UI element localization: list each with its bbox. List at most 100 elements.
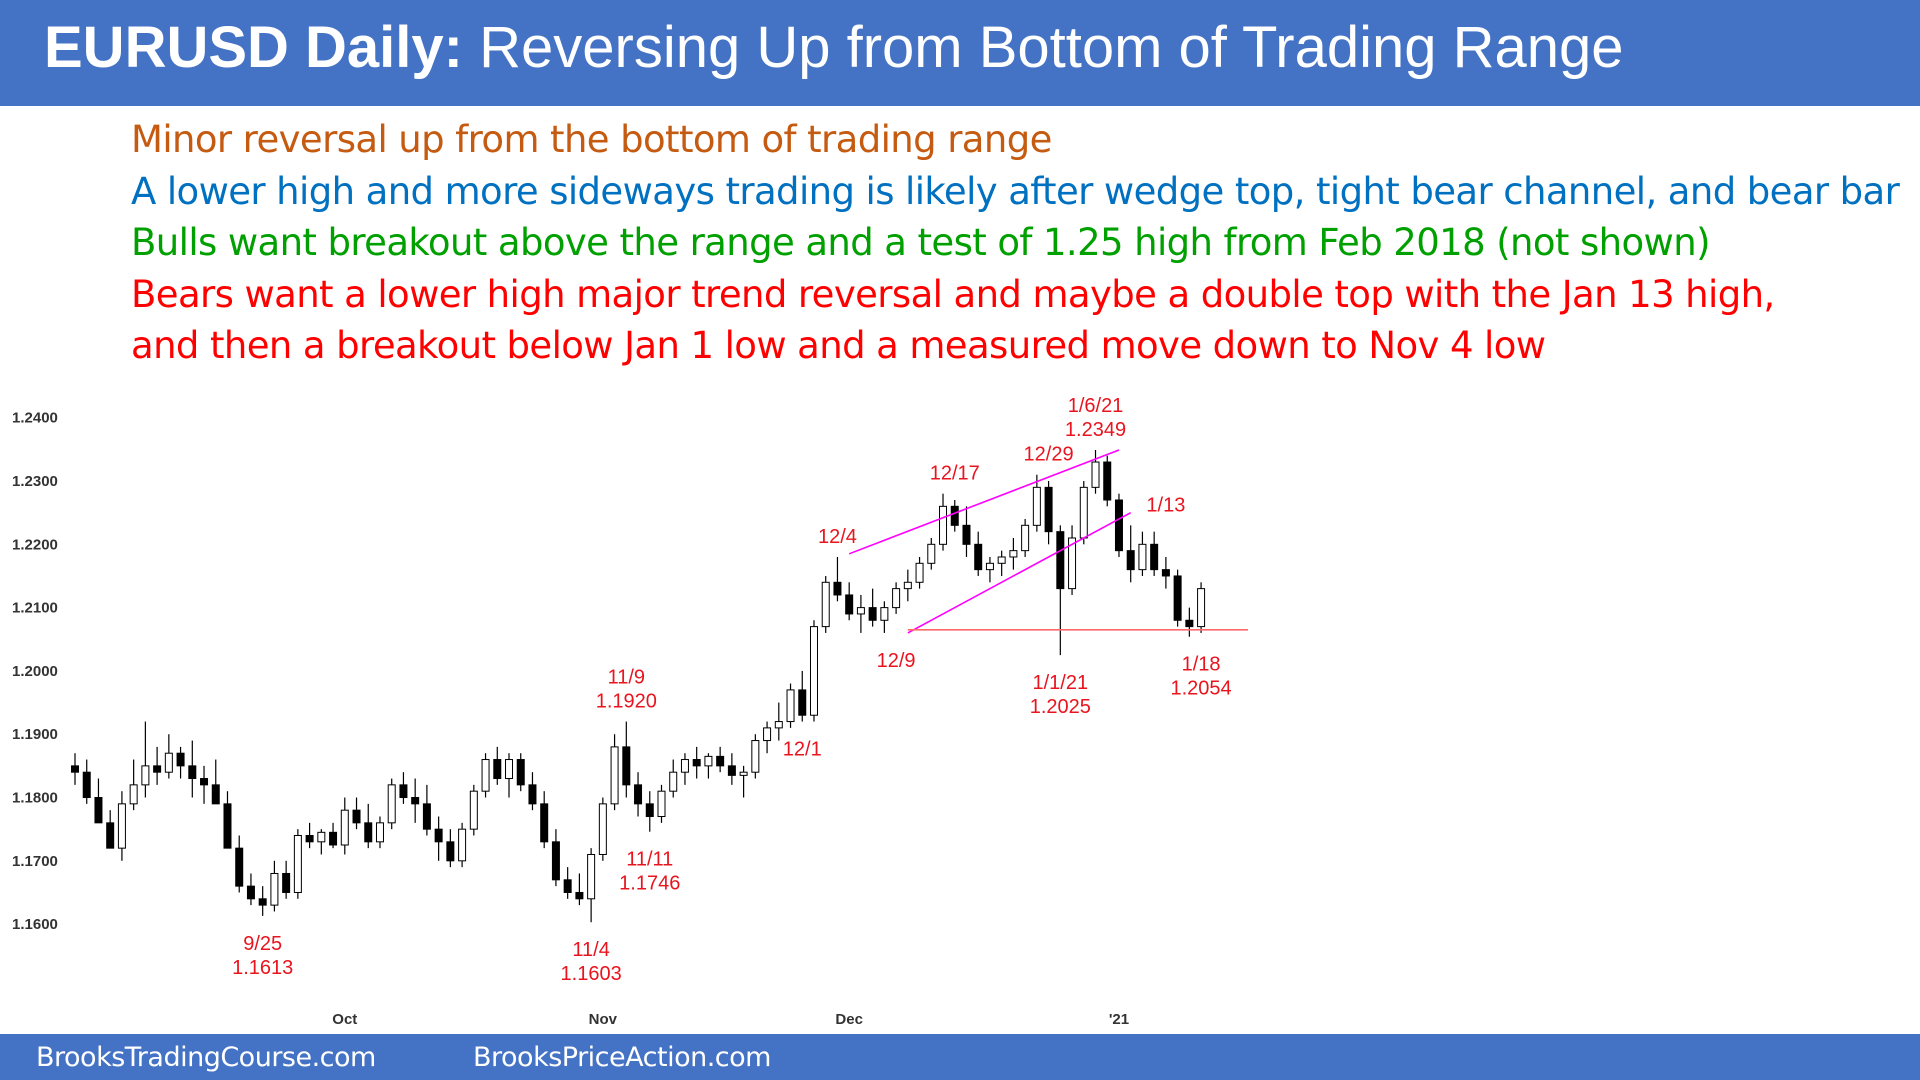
candle: [317, 829, 326, 855]
candle-body: [422, 803, 431, 830]
candle-body: [246, 885, 255, 900]
x-tick-label: Oct: [332, 1011, 357, 1028]
candle: [434, 816, 443, 861]
candle: [610, 734, 619, 811]
y-tick-label: 1.1900: [12, 726, 58, 743]
candle-body: [352, 809, 361, 824]
candle-body: [598, 803, 607, 855]
x-tick-label: '21: [1109, 1011, 1129, 1028]
candle: [985, 556, 994, 583]
candle-body: [387, 784, 396, 824]
candle-body: [329, 831, 338, 846]
candle-body: [962, 524, 971, 545]
candle: [786, 683, 795, 728]
candle: [845, 582, 854, 621]
candle-body: [1103, 461, 1112, 501]
candle: [411, 778, 420, 823]
candle-body: [634, 784, 643, 805]
candle: [235, 835, 244, 893]
annotation-label: 12/4: [818, 526, 857, 548]
candle-body: [375, 822, 384, 843]
comment-line-5: and then a breakout below Jan 1 low and …: [131, 324, 1546, 367]
annotation-label: 1.1603: [561, 963, 622, 985]
candle: [657, 784, 666, 823]
candle: [516, 753, 525, 792]
candle: [974, 531, 983, 576]
candle: [176, 746, 185, 779]
candle: [962, 506, 971, 557]
candle-body: [739, 771, 748, 776]
candle-body: [1091, 461, 1100, 488]
candle-body: [1185, 619, 1194, 628]
annotation-label: 1/18: [1182, 654, 1221, 676]
candle-body: [575, 891, 584, 900]
candle-body: [153, 765, 162, 773]
candle-body: [751, 740, 760, 773]
candle-body: [680, 759, 689, 773]
candle-body: [317, 831, 326, 843]
candle-body: [927, 543, 936, 564]
candle: [446, 829, 455, 868]
candle: [117, 791, 126, 861]
candle-body: [1044, 486, 1053, 533]
candle-body: [763, 727, 772, 742]
candle-body: [1114, 499, 1123, 552]
comment-line-3: Bulls want breakout above the range and …: [131, 221, 1711, 264]
candle: [669, 759, 678, 798]
candle: [1150, 531, 1159, 576]
candle-body: [704, 755, 713, 767]
candle-body: [1126, 550, 1135, 571]
trendline: [907, 511, 1132, 634]
annotation-label: 1/6/21: [1068, 395, 1124, 417]
candle: [833, 556, 842, 602]
candle-body: [903, 581, 912, 590]
candle-body: [915, 562, 924, 583]
candle: [598, 797, 607, 861]
candle-body: [1161, 569, 1170, 577]
candle: [505, 753, 514, 798]
candle: [94, 778, 103, 824]
candle: [293, 829, 302, 899]
candle-body: [469, 790, 478, 830]
candle: [939, 493, 948, 551]
page-title: EURUSD Daily: Reversing Up from Bottom o…: [44, 14, 1624, 81]
x-axis: Oct Nov Dec '21: [332, 1011, 1129, 1028]
candle: [821, 575, 830, 633]
annotation-label: 9/25: [243, 933, 282, 955]
candle: [704, 753, 713, 779]
candle: [892, 582, 901, 614]
candle-body: [211, 784, 220, 805]
candle: [1114, 493, 1123, 557]
candle-body: [493, 759, 502, 780]
candle: [340, 797, 349, 855]
candle: [364, 803, 373, 849]
candle-body: [235, 847, 244, 887]
trendlines: [848, 449, 1248, 634]
candle-body: [141, 765, 150, 786]
candle: [481, 753, 490, 798]
candle: [164, 734, 173, 779]
candle: [1021, 518, 1030, 557]
candle: [1032, 474, 1041, 532]
candle-body: [1138, 543, 1147, 571]
candle-body: [516, 759, 525, 786]
candle-body: [188, 765, 197, 780]
footer-link-price-action[interactable]: BrooksPriceAction.com: [473, 1042, 771, 1073]
footer-link-trading-course[interactable]: BrooksTradingCourse.com: [36, 1042, 376, 1073]
annotation-label: 1.2025: [1030, 696, 1091, 718]
candle: [1138, 531, 1147, 576]
candle-body: [821, 581, 830, 628]
candle: [880, 601, 889, 633]
candle-body: [200, 778, 209, 786]
annotation-label: 11/4: [572, 939, 609, 961]
candle-body: [1056, 531, 1065, 590]
candle: [305, 822, 314, 849]
candle: [645, 791, 654, 832]
candle-body: [1032, 486, 1041, 526]
candle: [246, 873, 255, 906]
x-tick-label: Nov: [589, 1011, 618, 1028]
candle-body: [939, 505, 948, 545]
candle: [282, 860, 291, 899]
candle: [1091, 450, 1100, 494]
candle: [1173, 569, 1182, 627]
